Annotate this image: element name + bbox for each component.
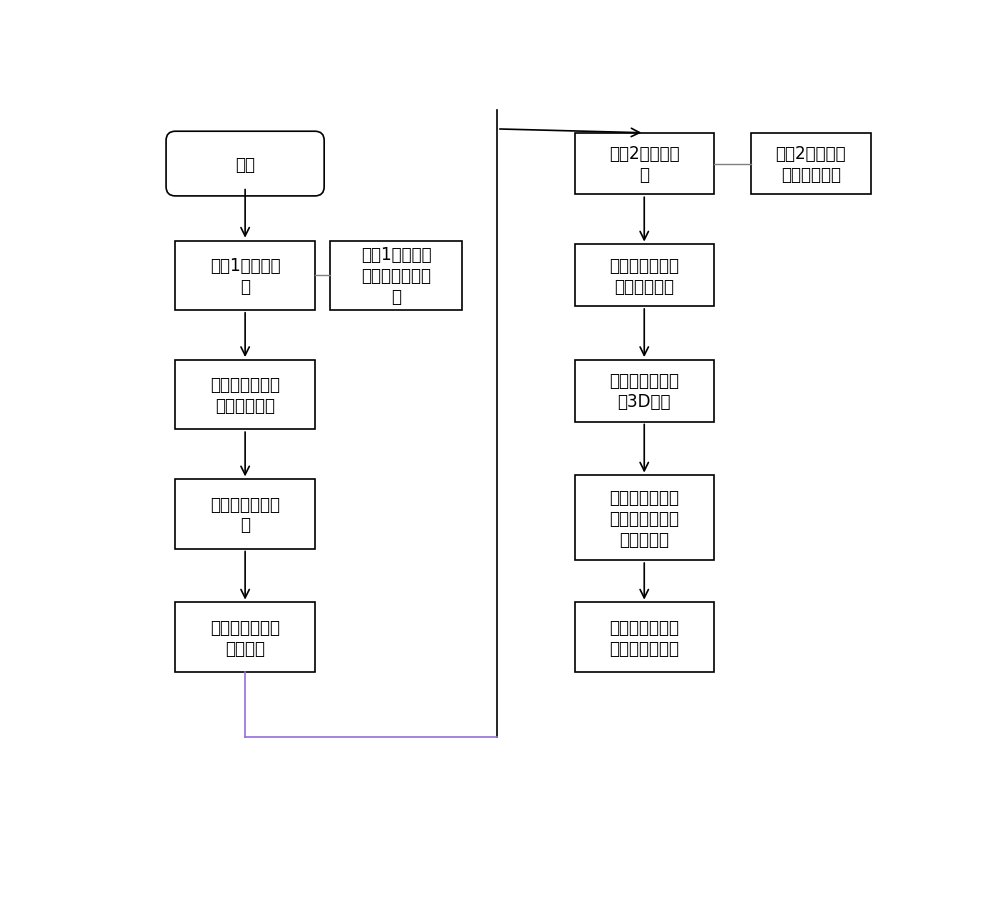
Text: 构建物体坐标系
表示物体的位姿: 构建物体坐标系 表示物体的位姿 xyxy=(609,618,679,657)
Bar xyxy=(574,133,714,195)
Text: 在图像内识别并
定位物体顶点: 在图像内识别并 定位物体顶点 xyxy=(609,256,679,295)
Text: 时刻2，机器人
的关节角向量: 时刻2，机器人 的关节角向量 xyxy=(776,145,846,184)
Bar xyxy=(574,245,714,307)
Bar xyxy=(574,603,714,672)
Bar xyxy=(175,603,315,672)
Text: 时刻1，采集图
像: 时刻1，采集图 像 xyxy=(210,256,280,295)
Bar xyxy=(175,242,315,310)
Bar xyxy=(175,361,315,429)
Text: 开始: 开始 xyxy=(235,155,255,173)
Text: 时刻1，记录机
器人的关节角向
量: 时刻1，记录机 器人的关节角向 量 xyxy=(361,246,432,306)
Bar xyxy=(330,242,462,310)
Text: 拟合物体表面平
面，计算物体顶
点最佳位置: 拟合物体表面平 面，计算物体顶 点最佳位置 xyxy=(609,488,679,548)
FancyBboxPatch shape xyxy=(166,132,324,197)
Bar xyxy=(574,361,714,422)
Text: 使机器人运动到
下一位置: 使机器人运动到 下一位置 xyxy=(210,618,280,657)
Text: 时刻2，采集图
像: 时刻2，采集图 像 xyxy=(609,145,680,184)
Bar xyxy=(574,476,714,560)
Text: 计算物体表面点
的3D坐标: 计算物体表面点 的3D坐标 xyxy=(609,372,679,410)
Bar xyxy=(175,480,315,549)
Text: 计算下一步运动
量: 计算下一步运动 量 xyxy=(210,495,280,534)
Bar xyxy=(751,133,871,195)
Text: 在图像内识别和
定位物体顶点: 在图像内识别和 定位物体顶点 xyxy=(210,376,280,415)
